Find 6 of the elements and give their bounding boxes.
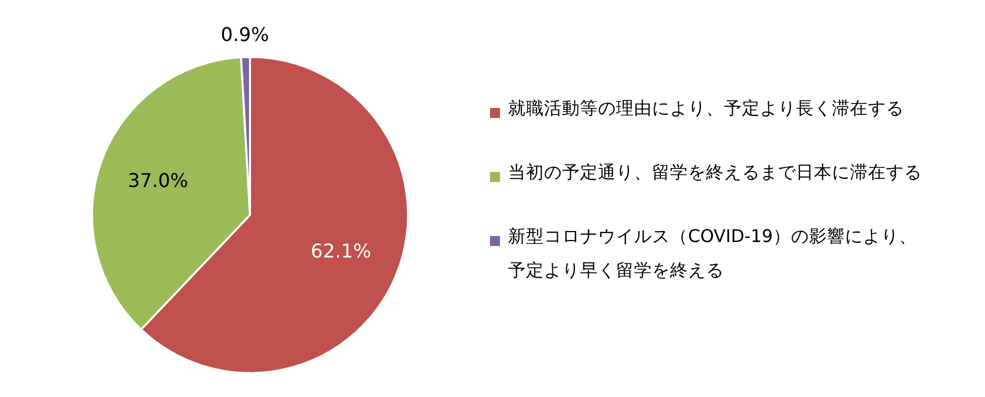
legend-label: 就職活動等の理由により、予定より長く滞在する [508, 98, 905, 121]
legend-label: 当初の予定通り、留学を終えるまで日本に滞在する [508, 162, 923, 185]
data-label: 62.1% [310, 240, 372, 262]
data-label: 37.0% [128, 170, 188, 192]
legend-label: 新型コロナウイルス（COVID-19）の影響により、予定より早く留学を終える [508, 226, 918, 283]
data-label: 0.9% [220, 24, 270, 46]
